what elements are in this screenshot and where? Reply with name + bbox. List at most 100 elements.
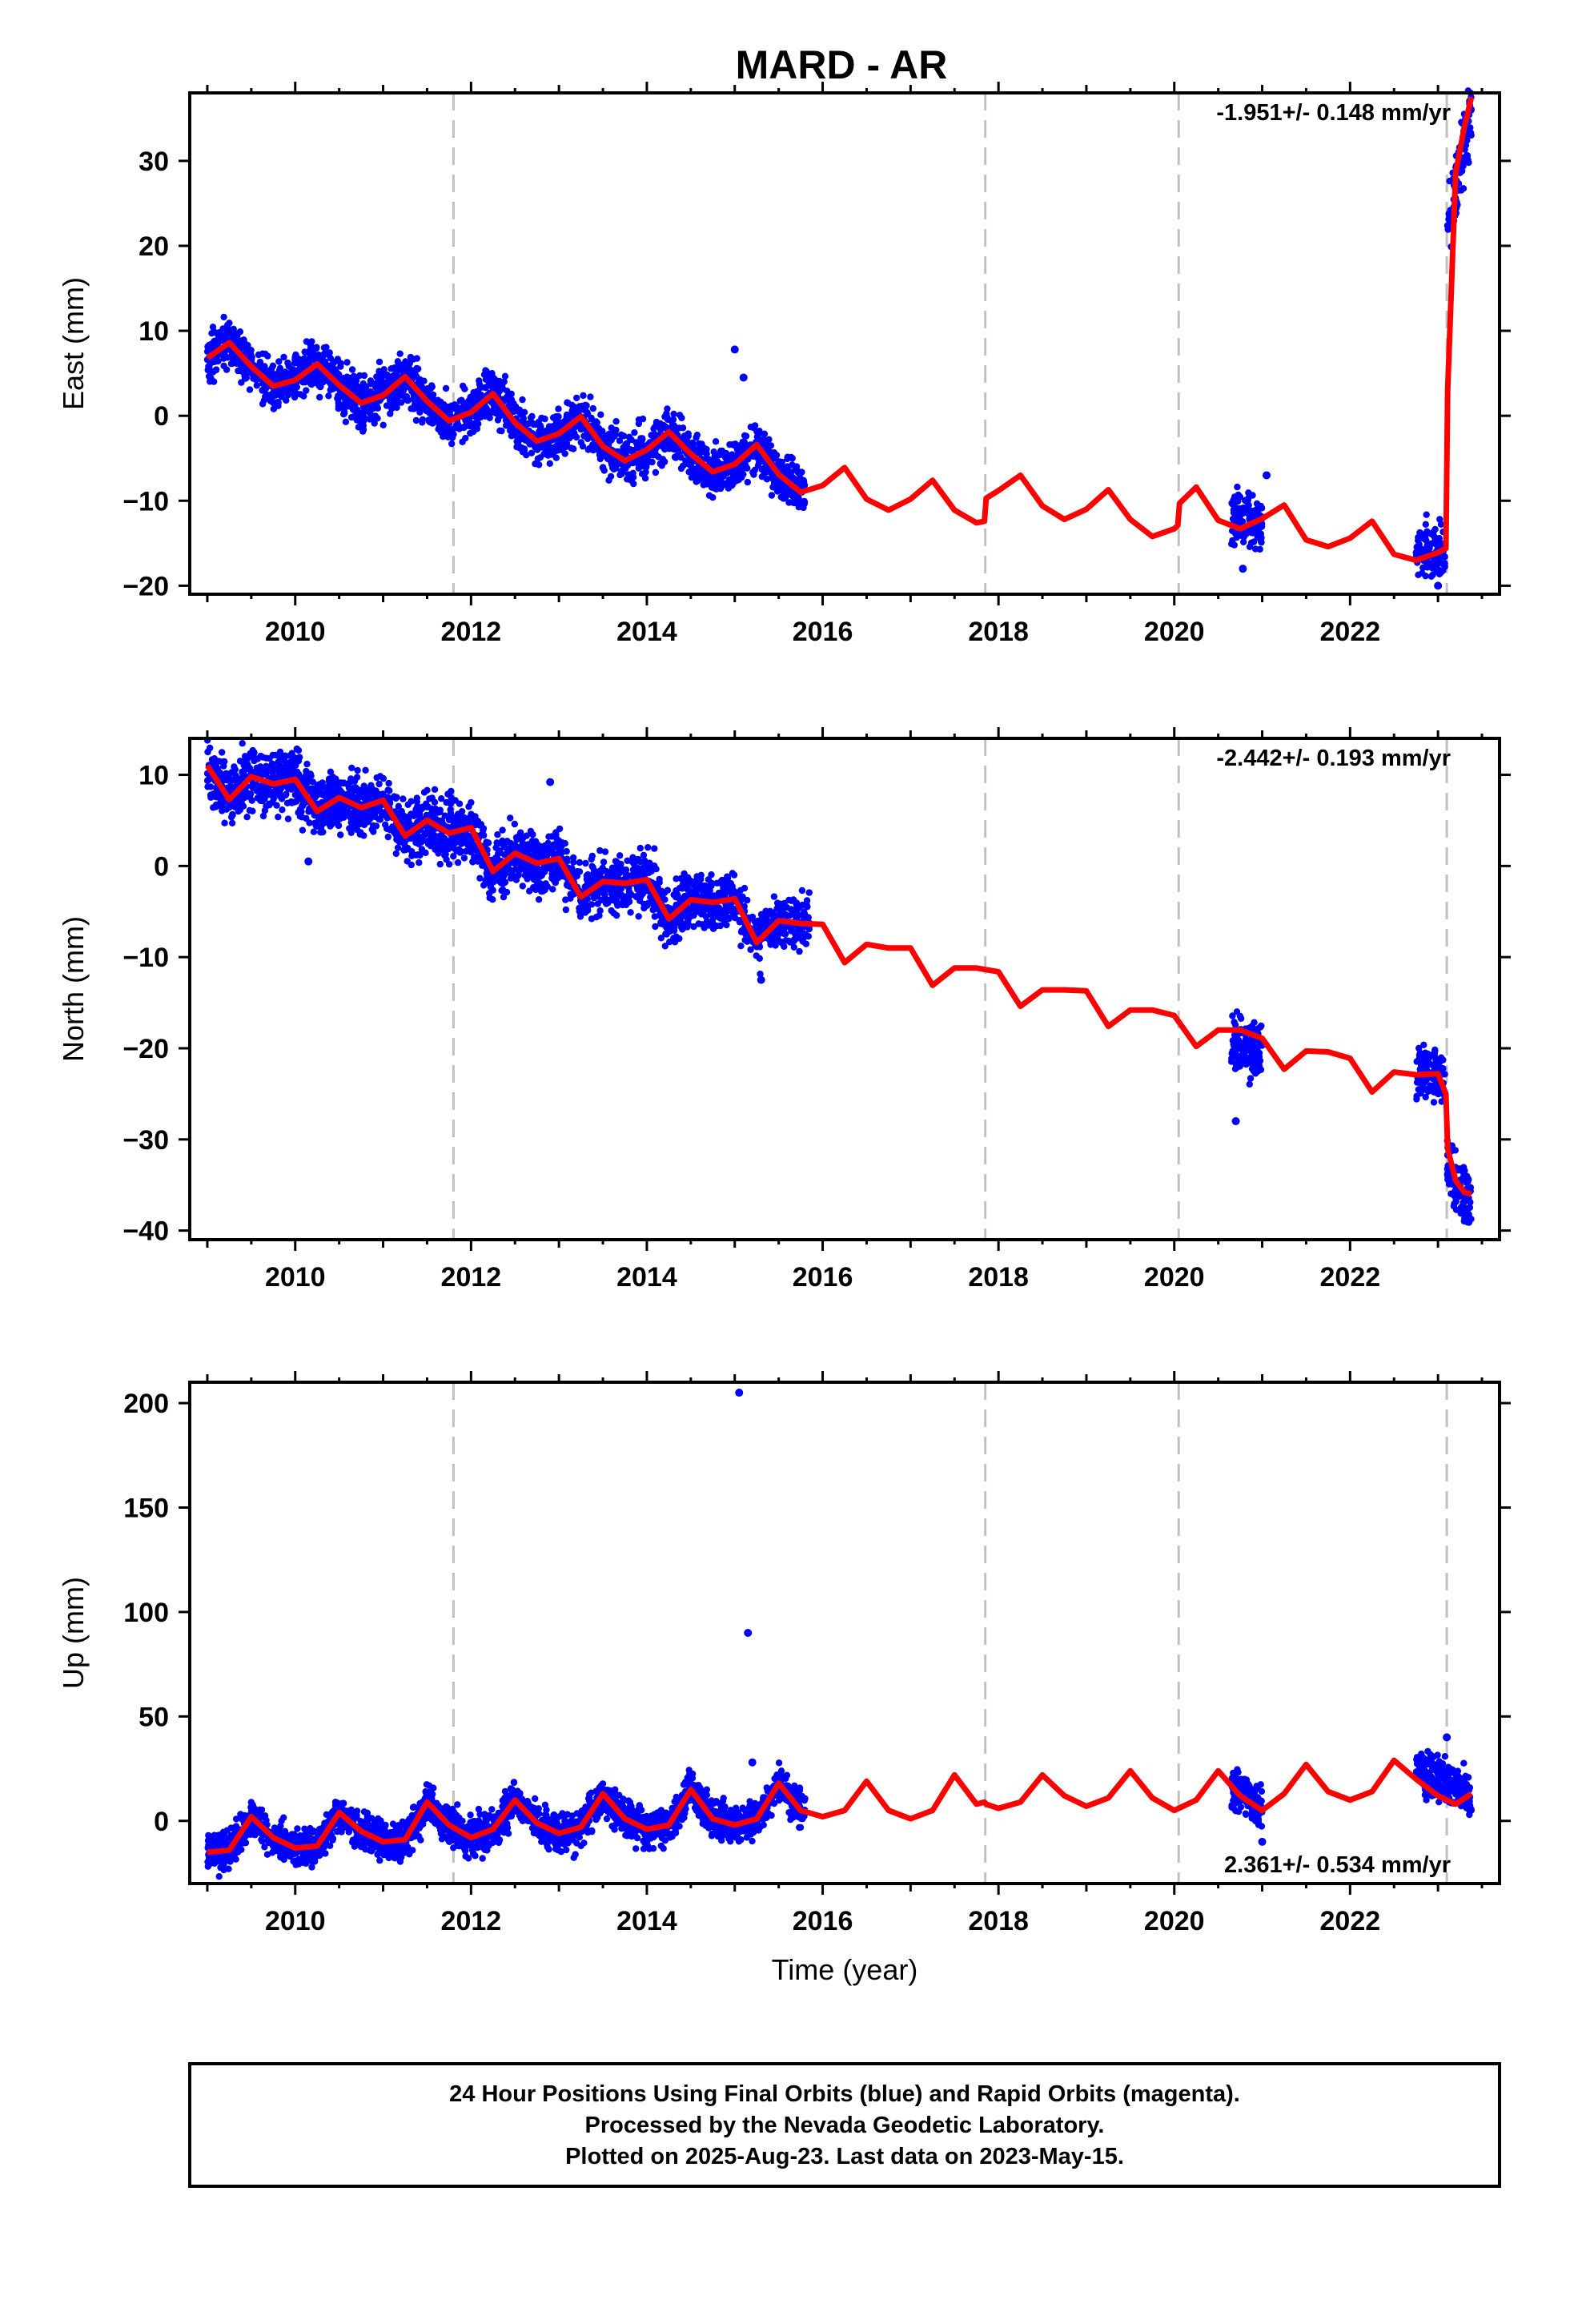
data-point [456, 800, 464, 807]
data-point [796, 499, 803, 506]
data-point [721, 453, 729, 461]
data-point [575, 868, 582, 876]
data-point [375, 780, 383, 788]
data-point [732, 440, 739, 448]
data-point [487, 883, 495, 891]
data-point [460, 382, 467, 390]
data-point [805, 889, 813, 896]
data-point [568, 407, 576, 415]
data-point [493, 377, 500, 384]
data-point [422, 830, 430, 838]
data-point [1427, 530, 1435, 538]
data-point [362, 766, 369, 774]
data-point [335, 405, 342, 412]
data-point [320, 344, 328, 352]
data-point [581, 909, 589, 916]
data-point [785, 499, 793, 506]
data-point [208, 340, 215, 348]
data-point [562, 906, 570, 914]
data-point [689, 439, 697, 447]
data-point [335, 399, 342, 407]
y-tick-label: 10 [139, 316, 169, 347]
data-point [635, 464, 642, 472]
data-point [249, 807, 256, 814]
data-point [561, 437, 569, 444]
data-point [635, 913, 642, 920]
data-point [612, 426, 620, 434]
data-point [291, 798, 299, 806]
data-point [717, 485, 725, 493]
data-point [554, 869, 561, 877]
data-point [713, 923, 721, 930]
data-point [392, 794, 400, 802]
data-point [442, 384, 450, 392]
data-point [306, 348, 313, 356]
data-point [375, 358, 383, 366]
data-point [413, 794, 420, 802]
data-point [394, 844, 402, 851]
data-point [512, 427, 520, 434]
data-point [712, 438, 720, 445]
data-point [589, 863, 596, 871]
data-point [416, 859, 423, 866]
data-point [467, 429, 474, 437]
data-point [737, 943, 745, 950]
data-point [763, 476, 771, 483]
data-point [629, 447, 637, 454]
data-point [652, 468, 660, 476]
data-point [309, 778, 316, 786]
data-point [412, 396, 419, 404]
data-point [259, 812, 267, 820]
data-point [684, 459, 692, 466]
data-point [652, 923, 659, 931]
data-point [489, 896, 496, 903]
data-point [275, 388, 283, 396]
data-point [458, 396, 465, 404]
data-point [673, 887, 680, 895]
data-point [371, 401, 379, 409]
data-point [620, 432, 628, 440]
data-point [275, 399, 282, 406]
data-point [693, 432, 701, 439]
data-point [602, 433, 609, 440]
data-point [532, 420, 540, 428]
data-point [337, 363, 344, 370]
data-point [275, 814, 282, 821]
data-point [440, 846, 447, 854]
x-tick-label: 2016 [793, 617, 853, 647]
data-point [508, 396, 516, 404]
data-point [367, 377, 375, 384]
data-point [729, 870, 737, 877]
data-point [1460, 185, 1468, 192]
data-point [608, 436, 615, 444]
data-point [664, 414, 671, 421]
data-point [612, 858, 620, 865]
data-point [431, 786, 439, 793]
data-point [1419, 564, 1427, 572]
data-point [576, 858, 584, 866]
data-point [616, 437, 624, 444]
data-point [751, 422, 759, 429]
data-point [597, 411, 604, 418]
data-point [280, 353, 287, 361]
data-point [1245, 489, 1252, 497]
data-point [347, 384, 355, 392]
data-point [319, 379, 327, 386]
data-point [353, 376, 360, 384]
data-point [711, 913, 718, 920]
data-point [709, 478, 716, 486]
data-point [712, 472, 719, 480]
data-point [384, 833, 391, 841]
data-point [267, 392, 275, 400]
data-point [699, 473, 707, 481]
data-point [209, 324, 217, 331]
data-point [724, 479, 731, 487]
rate-label: -1.951+/- 0.148 mm/yr [1216, 100, 1451, 126]
data-point [770, 893, 778, 900]
data-point [1435, 567, 1442, 574]
data-point [284, 392, 292, 399]
data-point [741, 432, 749, 440]
data-point [583, 903, 590, 910]
data-point [248, 797, 255, 804]
data-point [357, 387, 364, 394]
